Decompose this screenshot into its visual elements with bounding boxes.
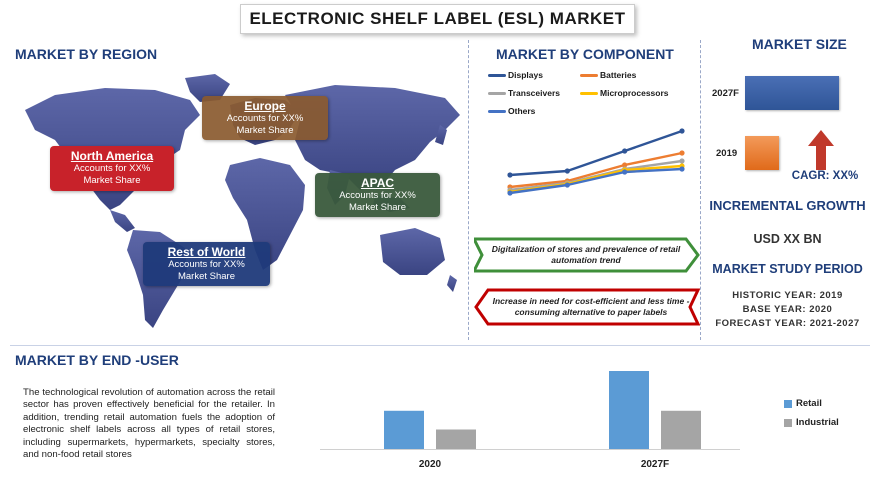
- historic-year: HISTORIC YEAR: 2019: [732, 290, 843, 301]
- category-label: 2020: [419, 459, 442, 470]
- bar-industrial-2027f: [661, 410, 701, 449]
- bar-retail-2027f: [609, 371, 649, 449]
- region-share-label: Market Share: [236, 125, 294, 136]
- legend-microprocessors: Microprocessors: [580, 88, 669, 98]
- legend-retail: Retail: [784, 398, 822, 409]
- region-box-europe: Europe Accounts for XX% Market Share: [202, 96, 328, 140]
- region-share-label: Market Share: [177, 271, 236, 282]
- data-point: [507, 190, 513, 196]
- data-point: [679, 150, 685, 156]
- data-point: [679, 158, 685, 164]
- region-box-north-america: North America Accounts for XX% Market Sh…: [50, 146, 174, 191]
- restraint-arrow: [474, 288, 700, 326]
- page-title: ELECTRONIC SHELF LABEL (ESL) MARKET: [249, 9, 626, 28]
- region-box-apac: APAC Accounts for XX% Market Share: [315, 173, 440, 217]
- end-user-divider: [10, 345, 870, 346]
- size-bar-2027: [745, 76, 839, 110]
- size-label-2027: 2027F: [712, 88, 739, 99]
- legend-displays: Displays: [488, 70, 543, 80]
- data-point: [564, 182, 570, 188]
- study-period-heading: MARKET STUDY PERIOD: [712, 262, 863, 276]
- data-point: [679, 128, 685, 134]
- legend-swatch: [488, 91, 506, 95]
- series-line-transceivers: [509, 159, 683, 192]
- end-user-bar-chart: 2020 2027F: [320, 371, 740, 470]
- legend-transceivers: Transceivers: [488, 88, 560, 98]
- incremental-growth-value: USD XX BN: [753, 232, 822, 246]
- legend-swatch: [488, 73, 506, 77]
- series-line-others: [509, 167, 683, 195]
- restraint-text: Increase in need for cost-efficient and …: [492, 296, 690, 317]
- data-point: [622, 148, 628, 154]
- legend-swatch: [784, 399, 792, 408]
- component-heading: MARKET BY COMPONENT: [496, 46, 674, 62]
- legend-label: Transceivers: [508, 88, 560, 98]
- region-share: Accounts for XX%: [226, 113, 304, 124]
- data-point: [622, 162, 628, 168]
- data-point: [564, 168, 570, 174]
- legend-others: Others: [488, 106, 535, 116]
- driver-text: Digitalization of stores and prevalence …: [491, 244, 681, 265]
- legend-label: Microprocessors: [600, 88, 669, 98]
- data-point: [679, 166, 685, 172]
- region-share-label: Market Share: [83, 175, 141, 186]
- data-point: [507, 172, 513, 178]
- incremental-growth-heading: INCREMENTAL GROWTH: [709, 198, 866, 213]
- region-box-rest-of-world: Rest of World Accounts for XX% Market Sh…: [143, 242, 270, 286]
- end-user-description: The technological revolution of automati…: [23, 387, 275, 461]
- forecast-year: FORECAST YEAR: 2021-2027: [715, 318, 860, 329]
- data-point: [622, 169, 628, 175]
- base-year: BASE YEAR: 2020: [742, 304, 833, 315]
- series-line-batteries: [509, 151, 683, 189]
- legend-industrial: Industrial: [784, 417, 839, 428]
- legend-label: Retail: [796, 398, 822, 409]
- region-component-divider: [468, 40, 469, 340]
- component-line-chart: [507, 128, 685, 196]
- region-name: Europe: [244, 99, 286, 113]
- legend-label: Others: [508, 106, 536, 116]
- legend-label: Displays: [508, 70, 543, 80]
- page-title-box: ELECTRONIC SHELF LABEL (ESL) MARKET: [240, 4, 635, 34]
- end-user-heading: MARKET BY END -USER: [15, 352, 179, 368]
- legend-swatch: [488, 109, 506, 113]
- region-heading: MARKET BY REGION: [15, 46, 158, 62]
- legend-batteries: Batteries: [580, 70, 636, 80]
- region-name: APAC: [360, 176, 395, 190]
- bar-retail-2020: [384, 410, 424, 449]
- region-share: Accounts for XX%: [168, 259, 245, 270]
- series-line-displays: [509, 129, 683, 177]
- growth-up-arrow-icon: [808, 130, 834, 170]
- region-share: Accounts for XX%: [73, 163, 151, 174]
- component-size-divider: [700, 40, 701, 340]
- category-label: 2027F: [641, 459, 669, 470]
- size-label-2019: 2019: [716, 148, 738, 159]
- legend-label: Industrial: [796, 417, 839, 428]
- region-name: North America: [70, 149, 154, 163]
- region-share-label: Market Share: [348, 202, 407, 213]
- bar-industrial-2020: [436, 429, 476, 449]
- market-size-heading: MARKET SIZE: [752, 36, 847, 52]
- legend-swatch: [580, 73, 598, 77]
- size-bar-2019: [745, 136, 779, 170]
- driver-arrow: [474, 237, 700, 273]
- cagr-text: CAGR: XX%: [791, 170, 859, 182]
- legend-swatch: [580, 91, 598, 95]
- legend-swatch: [784, 418, 792, 427]
- region-share: Accounts for XX%: [339, 190, 416, 201]
- legend-label: Batteries: [600, 70, 637, 80]
- region-name: Rest of World: [167, 245, 246, 259]
